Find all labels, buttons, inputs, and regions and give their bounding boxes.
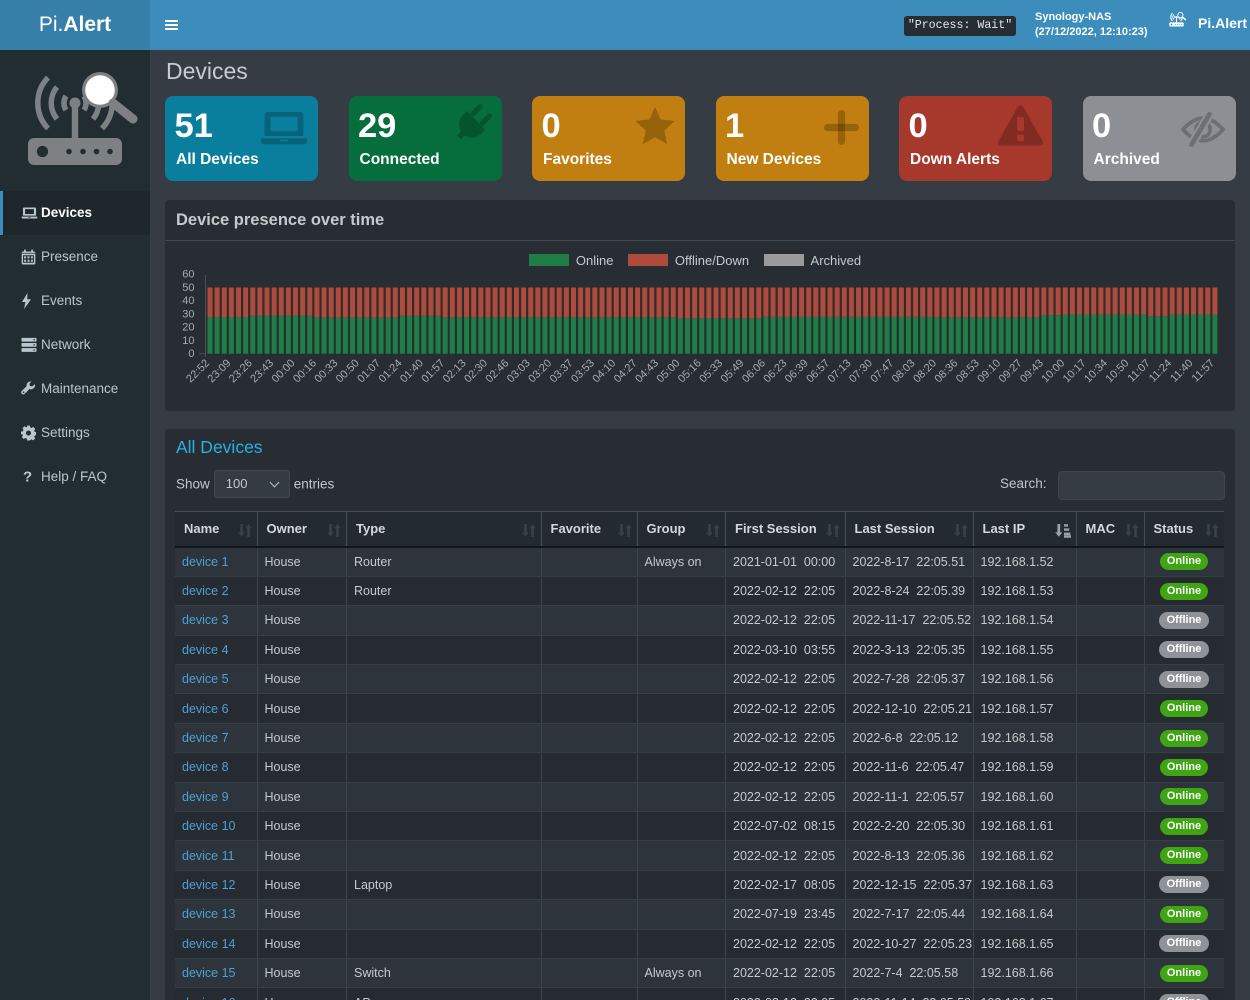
svg-text:03:53: 03:53 — [569, 357, 597, 385]
svg-text:02:30: 02:30 — [462, 357, 490, 385]
svg-text:01:07: 01:07 — [355, 357, 383, 385]
svg-text:09:10: 09:10 — [975, 357, 1003, 385]
svg-text:06:57: 06:57 — [804, 357, 832, 385]
svg-text:00:16: 00:16 — [291, 357, 319, 385]
svg-text:22:52: 22:52 — [184, 357, 212, 385]
svg-text:11:07: 11:07 — [1126, 357, 1153, 384]
svg-text:00:50: 00:50 — [334, 357, 362, 385]
svg-text:10: 10 — [182, 335, 194, 347]
svg-text:20: 20 — [182, 322, 194, 334]
svg-text:30: 30 — [182, 308, 194, 320]
svg-text:07:47: 07:47 — [868, 357, 896, 385]
svg-text:06:23: 06:23 — [761, 357, 789, 385]
svg-text:05:49: 05:49 — [719, 357, 747, 385]
svg-text:11:57: 11:57 — [1190, 357, 1217, 384]
svg-text:10:50: 10:50 — [1104, 357, 1132, 385]
svg-text:01:57: 01:57 — [419, 357, 447, 385]
svg-text:11:40: 11:40 — [1168, 357, 1195, 384]
svg-text:10:00: 10:00 — [1039, 357, 1067, 385]
svg-text:01:40: 01:40 — [398, 357, 426, 385]
svg-text:03:37: 03:37 — [548, 357, 576, 385]
svg-text:09:27: 09:27 — [997, 357, 1025, 385]
svg-text:08:20: 08:20 — [911, 357, 939, 385]
svg-text:08:03: 08:03 — [890, 357, 918, 385]
svg-text:07:13: 07:13 — [826, 357, 854, 385]
svg-text:04:43: 04:43 — [633, 357, 661, 385]
svg-text:0: 0 — [188, 348, 194, 360]
svg-text:23:09: 23:09 — [206, 357, 234, 385]
svg-text:09:43: 09:43 — [1018, 357, 1046, 385]
svg-text:06:06: 06:06 — [740, 357, 768, 385]
svg-text:03:20: 03:20 — [526, 357, 554, 385]
svg-text:11:24: 11:24 — [1147, 357, 1174, 384]
svg-text:23:26: 23:26 — [227, 357, 255, 385]
svg-text:07:30: 07:30 — [847, 357, 875, 385]
svg-text:00:33: 00:33 — [312, 357, 340, 385]
svg-text:40: 40 — [182, 295, 194, 307]
svg-text:23:43: 23:43 — [248, 357, 276, 385]
svg-text:01:24: 01:24 — [377, 357, 405, 385]
svg-text:02:13: 02:13 — [441, 357, 469, 385]
svg-text:04:27: 04:27 — [612, 357, 640, 385]
svg-text:04:10: 04:10 — [590, 357, 618, 385]
svg-text:10:34: 10:34 — [1082, 357, 1110, 385]
svg-text:08:53: 08:53 — [954, 357, 982, 385]
svg-text:05:00: 05:00 — [655, 357, 683, 385]
svg-text:02:46: 02:46 — [483, 357, 511, 385]
svg-text:00:00: 00:00 — [270, 357, 298, 385]
svg-text:05:33: 05:33 — [697, 357, 725, 385]
svg-text:03:03: 03:03 — [505, 357, 533, 385]
svg-text:05:16: 05:16 — [676, 357, 704, 385]
svg-text:50: 50 — [182, 282, 194, 294]
svg-text:10:17: 10:17 — [1061, 357, 1089, 385]
svg-text:60: 60 — [182, 269, 194, 281]
svg-text:06:39: 06:39 — [783, 357, 811, 385]
svg-text:08:36: 08:36 — [932, 357, 960, 385]
